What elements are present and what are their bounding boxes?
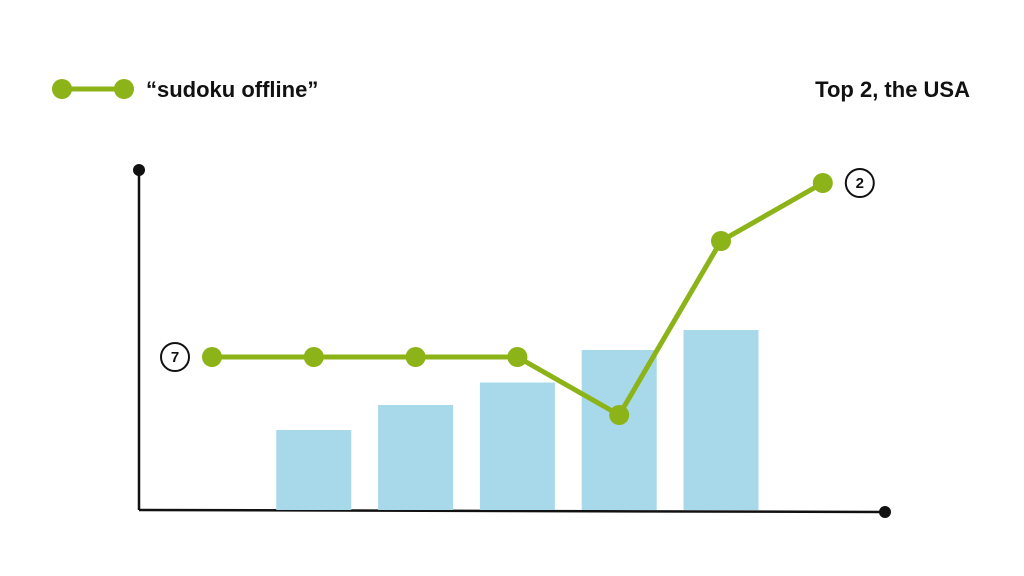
bar-4 <box>479 382 555 510</box>
line-point-1 <box>202 347 222 367</box>
series-line <box>202 173 833 425</box>
bar-6 <box>683 330 759 510</box>
legend-label: “sudoku offline” <box>146 77 318 102</box>
line-point-4 <box>507 347 528 367</box>
x-axis-end-dot <box>879 506 891 518</box>
end-badge: 2 <box>844 168 875 198</box>
line-point-2 <box>303 347 324 367</box>
x-axis <box>138 508 885 514</box>
chart-title: Top 2, the USA <box>815 77 970 102</box>
line-point-6 <box>711 231 731 251</box>
bar-3 <box>378 405 454 510</box>
line-point-3 <box>405 347 426 367</box>
end-badge-circle <box>844 168 875 198</box>
y-axis-end-dot <box>133 164 145 176</box>
legend-dot-left <box>52 79 72 99</box>
line-point-5 <box>609 405 630 425</box>
legend: “sudoku offline” <box>52 77 318 102</box>
start-badge-label: 7 <box>171 349 179 366</box>
legend-dot-right <box>114 79 134 99</box>
bar-2 <box>276 430 352 510</box>
line-point-7 <box>812 173 833 193</box>
start-badge: 7 <box>160 342 190 372</box>
start-badge-circle <box>160 342 190 372</box>
end-badge-label: 2 <box>856 175 864 192</box>
axes <box>133 164 891 518</box>
